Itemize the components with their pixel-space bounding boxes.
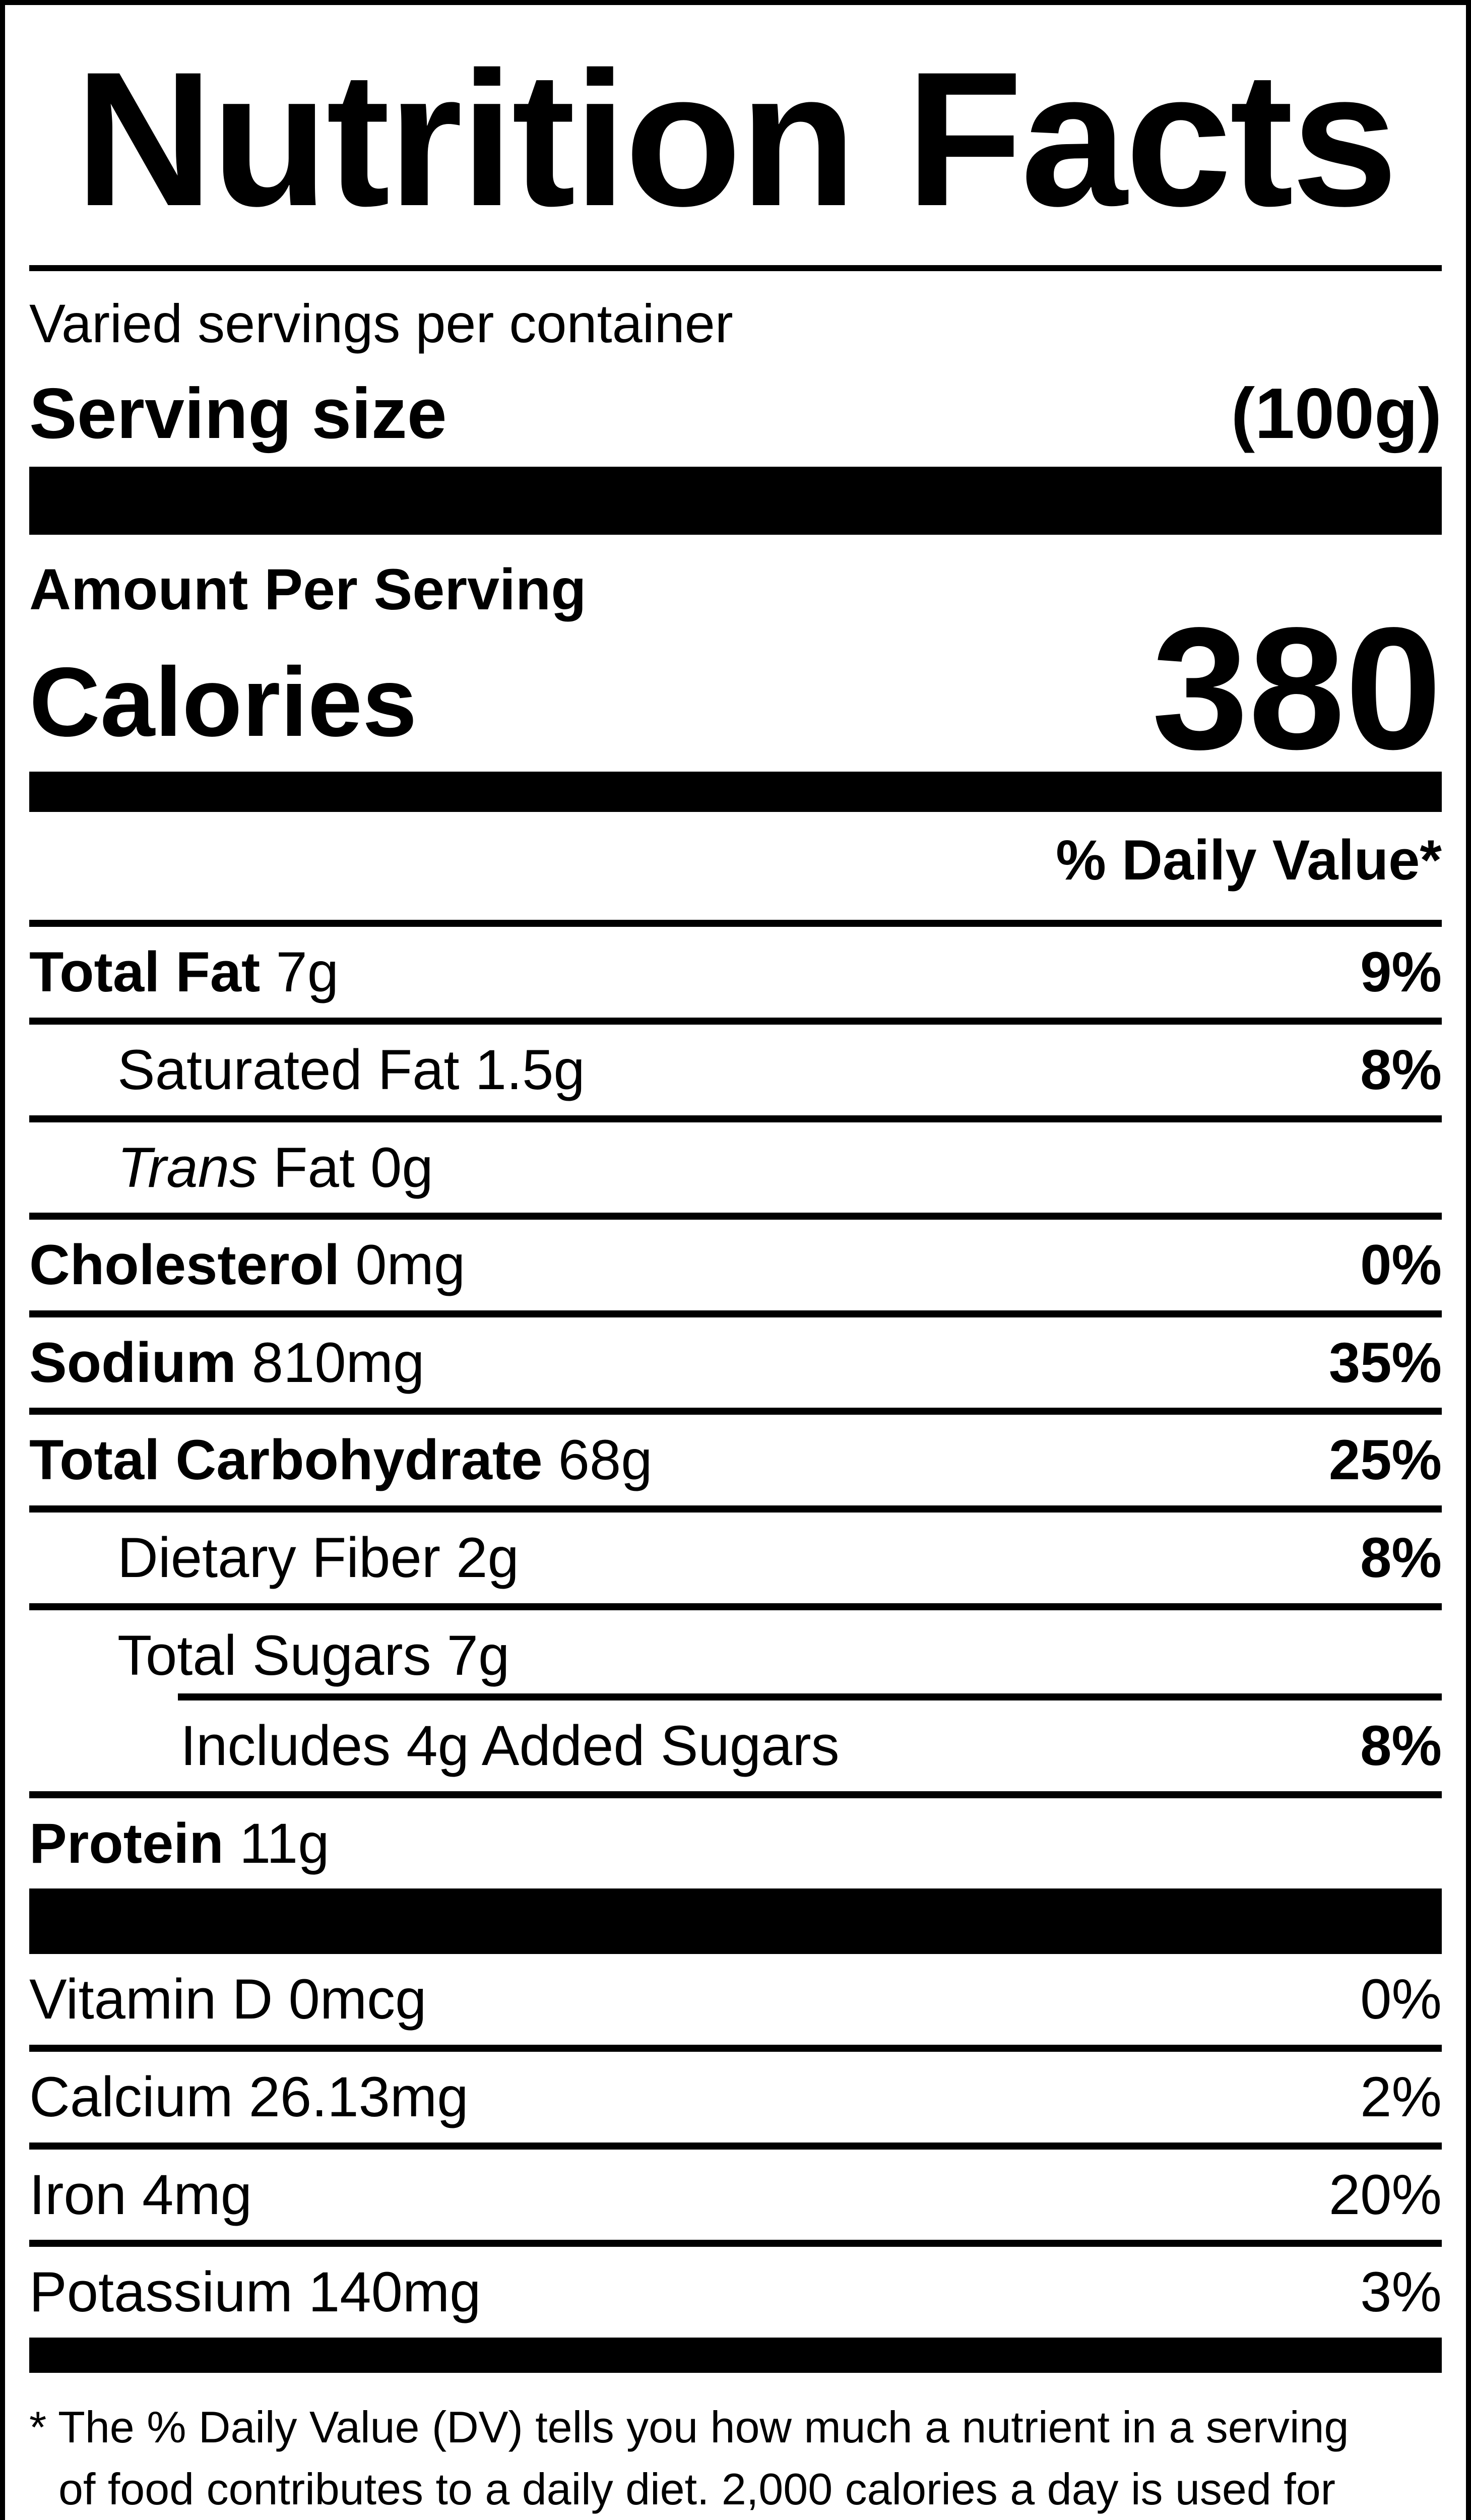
vitamin-dv: 0%: [1360, 1968, 1442, 2031]
vitamin-row-potassium: Potassium 140mg 3%: [29, 2247, 1442, 2338]
amount-per-serving: Amount Per Serving: [29, 557, 587, 622]
vitamin-row-calcium: Calcium 26.13mg 2%: [29, 2052, 1442, 2150]
serving-size-row: Serving size (100g): [29, 378, 1442, 450]
servings-per-container: Varied servings per container: [29, 293, 733, 354]
vitamin-name: Iron 4mg: [29, 2163, 252, 2226]
section-bar-thick: [29, 467, 1442, 535]
vitamin-name: Vitamin D 0mcg: [29, 1968, 427, 2031]
nutrient-row-saturated-fat: Saturated Fat 1.5g 8%: [29, 1025, 1442, 1122]
nutrient-row-dietary-fiber: Dietary Fiber 2g 8%: [29, 1513, 1442, 1610]
calories-row: Calories 380: [29, 592, 1442, 786]
nutrient-name: Total Sugars 7g: [117, 1623, 510, 1687]
serving-size-value: (100g): [1231, 373, 1442, 454]
title-divider: [29, 265, 1442, 272]
nutrient-dv: 9%: [1360, 940, 1442, 1004]
nutrient-dv: 8%: [1360, 1038, 1442, 1102]
nutrient-row-total-fat: Total Fat 7g 9%: [29, 927, 1442, 1025]
section-bar-medium: [29, 772, 1442, 812]
calories-label: Calories: [29, 647, 417, 758]
daily-value-footnote: * The % Daily Value (DV) tells you how m…: [29, 2402, 1349, 2514]
section-bar-footnote: [29, 2337, 1442, 2373]
vitamin-dv: 20%: [1328, 2163, 1442, 2226]
calories-value: 380: [1152, 592, 1442, 786]
daily-value-header: % Daily Value*: [29, 832, 1442, 927]
nutrient-row-cholesterol: Cholesterol 0mg 0%: [29, 1220, 1442, 1317]
nutrient-row-total-sugars: Total Sugars 7g: [29, 1610, 1442, 1701]
vitamin-row-iron: Iron 4mg 20%: [29, 2150, 1442, 2247]
vitamin-dv: 3%: [1360, 2260, 1442, 2324]
nutrient-dv: 35%: [1328, 1331, 1442, 1394]
nutrient-name: Protein 11g: [29, 1811, 330, 1875]
nutrient-row-protein: Protein 11g: [29, 1798, 1442, 1889]
vitamin-name: Potassium 140mg: [29, 2260, 481, 2324]
nutrient-row-total-carbohydrate: Total Carbohydrate 68g 25%: [29, 1415, 1442, 1513]
nutrient-row-sodium: Sodium 810mg 35%: [29, 1317, 1442, 1415]
nutrient-dv: 0%: [1360, 1233, 1442, 1297]
nutrient-name: Cholesterol 0mg: [29, 1233, 466, 1297]
nutrient-row-trans-fat: Trans Fat 0g: [29, 1122, 1442, 1220]
vitamin-row-vitamin-d: Vitamin D 0mcg 0%: [29, 1954, 1442, 2052]
section-bar-thick: [29, 1888, 1442, 1955]
vitamin-dv: 2%: [1360, 2065, 1442, 2129]
nutrient-name: Total Carbohydrate 68g: [29, 1428, 653, 1492]
nutrient-dv: 25%: [1328, 1428, 1442, 1492]
vitamin-name: Calcium 26.13mg: [29, 2065, 469, 2129]
nutrient-name: Includes 4g Added Sugars: [180, 1714, 840, 1778]
nutrient-dv: 8%: [1360, 1714, 1442, 1778]
nutrient-name: Total Fat 7g: [29, 940, 339, 1004]
label-title: Nutrition Facts: [75, 32, 1398, 246]
serving-size-label: Serving size: [29, 373, 447, 454]
nutrient-name: Saturated Fat 1.5g: [117, 1038, 585, 1102]
nutrient-row-added-sugars: Includes 4g Added Sugars 8%: [29, 1700, 1442, 1798]
nutrient-name: Dietary Fiber 2g: [117, 1526, 519, 1590]
nutrient-name: Trans Fat 0g: [117, 1136, 433, 1199]
nutrient-name: Sodium 810mg: [29, 1331, 425, 1394]
nutrient-dv: 8%: [1360, 1526, 1442, 1590]
